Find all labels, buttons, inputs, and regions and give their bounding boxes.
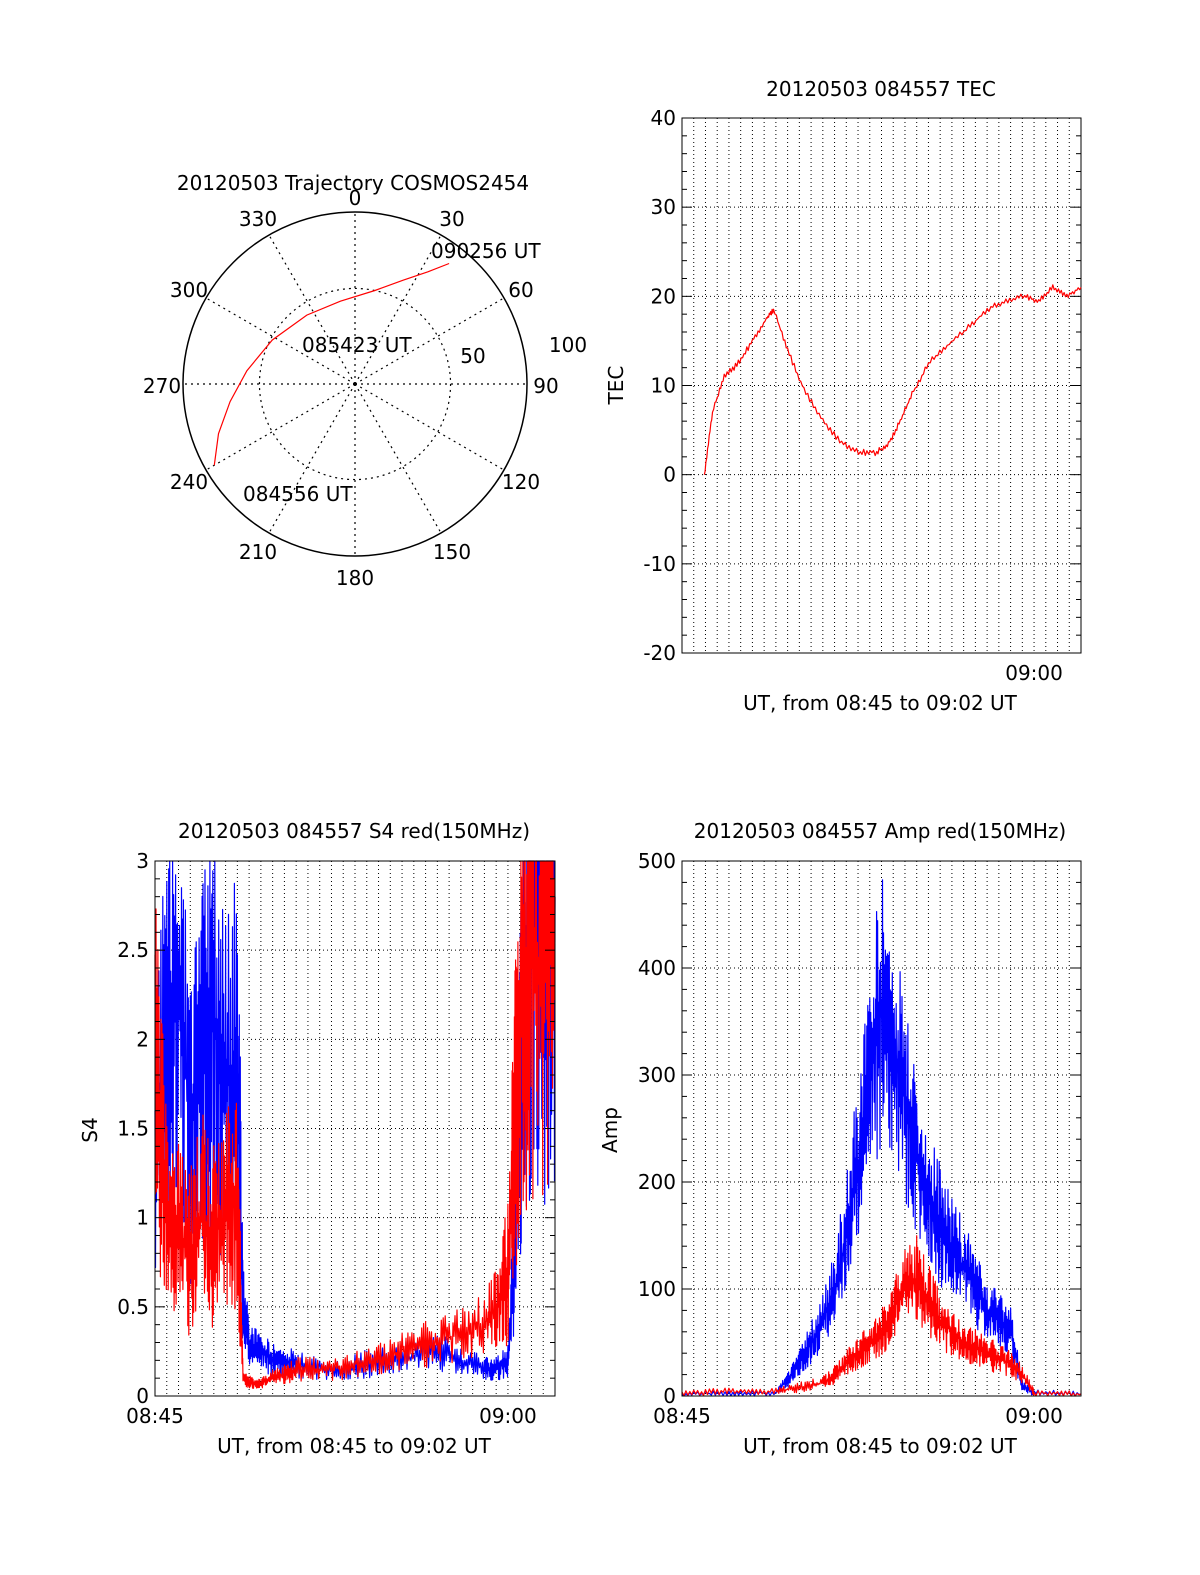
tec-x-label: UT, from 08:45 to 09:02 UT bbox=[743, 691, 1018, 715]
az-label-90: 90 bbox=[533, 374, 558, 398]
amp-x-ticks: 08:45 09:00 bbox=[653, 1404, 1063, 1428]
az-label-120: 120 bbox=[502, 470, 540, 494]
polar-ring-50 bbox=[258, 287, 452, 481]
tec-y-tick-label: 20 bbox=[651, 284, 676, 308]
s4-y-tick-label: 0 bbox=[136, 1384, 149, 1408]
amp-y-label: Amp bbox=[598, 1107, 622, 1153]
amp-series bbox=[681, 879, 1082, 1397]
tec-y-tick-label: 30 bbox=[651, 195, 676, 219]
az-label-0: 0 bbox=[349, 186, 362, 210]
polar-spoke-240 bbox=[205, 383, 356, 471]
s4-minor-ticks bbox=[155, 878, 555, 1379]
tec-y-tick-label: 40 bbox=[651, 106, 676, 130]
trajectory-title: 20120503 Trajectory COSMOS2454 bbox=[177, 171, 529, 195]
az-label-210: 210 bbox=[239, 540, 277, 564]
polar-spoke-210 bbox=[268, 383, 356, 534]
amp-y-tick-label: 300 bbox=[638, 1063, 676, 1087]
s4-series-red bbox=[154, 860, 556, 1389]
tec-y-tick-label: -10 bbox=[643, 552, 676, 576]
az-label-240: 240 bbox=[170, 470, 208, 494]
s4-y-tick-label: 2.5 bbox=[117, 938, 149, 962]
az-label-300: 300 bbox=[170, 278, 208, 302]
amp-x-tick-label: 08:45 bbox=[653, 1404, 711, 1428]
tec-y-tick-label: 10 bbox=[651, 374, 676, 398]
az-label-180: 180 bbox=[336, 566, 374, 590]
s4-y-tick-label: 1.5 bbox=[117, 1117, 149, 1141]
tec-y-ticks: -20 -10 0 10 20 30 40 bbox=[643, 106, 1081, 665]
tec-y-tick-label: 0 bbox=[663, 463, 676, 487]
s4-y-ticks: 0 0.5 1 1.5 2 2.5 3 bbox=[117, 849, 555, 1408]
s4-y-tick-label: 2 bbox=[136, 1027, 149, 1051]
amp-y-ticks: 0 100 200 300 400 500 bbox=[638, 849, 1081, 1408]
amp-y-tick-label: 400 bbox=[638, 956, 676, 980]
annotation-mid-time: 085423 UT bbox=[302, 333, 412, 357]
s4-panel: 20120503 084557 S4 red(150MHz) 0 0.5 1 1.5 2… bbox=[78, 819, 556, 1458]
az-label-150: 150 bbox=[433, 540, 471, 564]
az-label-60: 60 bbox=[508, 278, 533, 302]
s4-y-tick-label: 3 bbox=[136, 849, 149, 873]
amp-x-label: UT, from 08:45 to 09:02 UT bbox=[743, 1434, 1018, 1458]
amp-y-tick-label: 100 bbox=[638, 1277, 676, 1301]
amp-series-red bbox=[681, 1235, 1082, 1397]
tec-series bbox=[703, 284, 1082, 475]
trajectory-panel: 20120503 Trajectory COSMOS2454 0 30 60 9… bbox=[143, 171, 587, 590]
amp-grid bbox=[682, 861, 1081, 1396]
s4-title: 20120503 084557 S4 red(150MHz) bbox=[178, 819, 530, 843]
amp-series-blue bbox=[681, 879, 1082, 1397]
tec-y-tick-label: -20 bbox=[643, 641, 676, 665]
amp-y-tick-label: 0 bbox=[663, 1384, 676, 1408]
annotation-end-time: 090256 UT bbox=[431, 239, 541, 263]
s4-y-tick-label: 1 bbox=[136, 1206, 149, 1230]
amp-minor-ticks bbox=[682, 881, 1081, 1376]
polar-spoke-120 bbox=[354, 383, 505, 471]
amp-plot-frame bbox=[681, 860, 1082, 1397]
radial-label-100: 100 bbox=[549, 333, 587, 357]
amp-title: 20120503 084557 Amp red(150MHz) bbox=[694, 819, 1066, 843]
s4-grid bbox=[155, 861, 555, 1396]
tec-y-label: TEC bbox=[604, 366, 628, 406]
polar-azimuth-labels: 0 30 60 90 120 150 180 210 240 270 300 3… bbox=[143, 186, 559, 590]
s4-x-label: UT, from 08:45 to 09:02 UT bbox=[217, 1434, 492, 1458]
tec-grid bbox=[682, 118, 1081, 653]
amp-y-tick-label: 200 bbox=[638, 1170, 676, 1194]
az-label-30: 30 bbox=[439, 207, 464, 231]
polar-grid bbox=[183, 212, 527, 556]
az-label-270: 270 bbox=[143, 374, 181, 398]
polar-spoke-30 bbox=[354, 234, 442, 385]
tec-x-tick-label: 09:00 bbox=[1005, 661, 1063, 685]
s4-y-label: S4 bbox=[78, 1117, 102, 1142]
s4-x-tick-label: 09:00 bbox=[479, 1404, 537, 1428]
polar-spoke-60 bbox=[354, 297, 505, 385]
annotation-start-time: 084556 UT bbox=[243, 482, 353, 506]
s4-x-tick-label: 08:45 bbox=[126, 1404, 184, 1428]
amp-y-tick-label: 500 bbox=[638, 849, 676, 873]
polar-spoke-300 bbox=[205, 297, 356, 385]
tec-title: 20120503 084557 TEC bbox=[766, 77, 996, 101]
tec-minor-ticks bbox=[682, 135, 1081, 636]
tec-panel: 20120503 084557 TEC -20 -10 0 10 20 30 40 09:0… bbox=[604, 77, 1082, 715]
s4-x-ticks: 08:45 09:00 bbox=[126, 1404, 537, 1428]
radial-label-50: 50 bbox=[460, 344, 485, 368]
amp-panel: 20120503 084557 Amp red(150MHz) 0 100 200 3… bbox=[598, 819, 1082, 1458]
trajectory-track bbox=[213, 262, 450, 466]
polar-spoke-150 bbox=[354, 383, 442, 534]
polar-horizon-circle bbox=[182, 211, 528, 557]
s4-y-tick-label: 0.5 bbox=[117, 1295, 149, 1319]
amp-x-tick-label: 09:00 bbox=[1005, 1404, 1063, 1428]
tec-x-ticks: 09:00 bbox=[1005, 661, 1063, 685]
polar-spoke-330 bbox=[268, 234, 356, 385]
tec-series-red bbox=[703, 284, 1082, 475]
az-label-330: 330 bbox=[239, 207, 277, 231]
